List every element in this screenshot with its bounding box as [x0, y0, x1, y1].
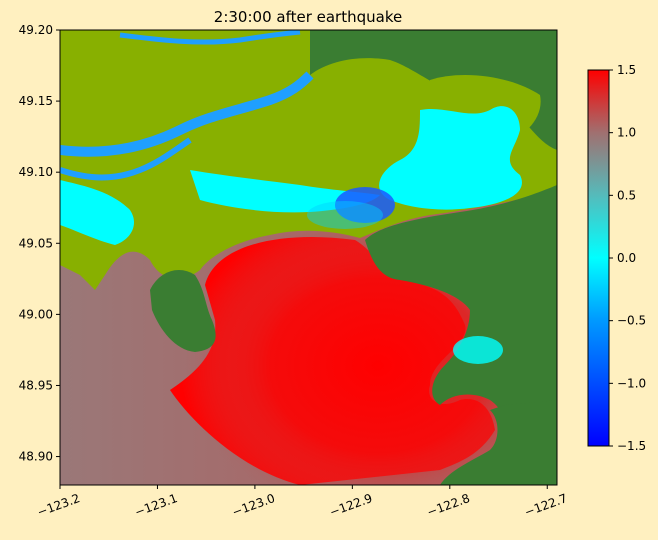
- flooded-delta: [190, 170, 380, 213]
- flooded-east: [379, 106, 522, 210]
- x-tick-label: −123.0: [230, 491, 277, 519]
- plot-frame: [59, 29, 558, 486]
- y-tick-label: 49.00: [19, 307, 53, 321]
- peninsula-point-roberts: [150, 270, 216, 352]
- y-tick-label: 49.20: [19, 23, 53, 37]
- colorbar-gradient: [587, 69, 610, 447]
- x-tick-label: −122.7: [523, 491, 570, 519]
- fraser-river-main: [60, 71, 314, 157]
- coast-south: [440, 400, 557, 485]
- colorbar: −1.5 −1.0 −0.5 0.0 0.5 1.0 1.5: [587, 63, 646, 453]
- x-tick-label: −122.9: [328, 491, 375, 519]
- cyan-spot-se: [453, 336, 503, 364]
- y-tick-label: 49.10: [19, 165, 53, 179]
- colorbar-tick-label: −1.5: [617, 439, 646, 453]
- x-axis: −123.2 −123.1 −123.0 −122.9 −122.8 −122.7: [35, 485, 569, 519]
- colorbar-tick-label: 1.5: [617, 63, 636, 77]
- x-tick-label: −122.8: [425, 491, 472, 519]
- y-tick-label: 49.05: [19, 236, 53, 250]
- chart-title: 2:30:00 after earthquake: [214, 8, 402, 26]
- trough-region: [335, 187, 395, 223]
- fraser-river-north: [119, 30, 301, 45]
- fraser-river-branch: [60, 137, 192, 181]
- colorbar-tick-label: 0.5: [617, 188, 636, 202]
- map-field: [60, 30, 557, 485]
- colorbar-tick-label: 1.0: [617, 126, 636, 140]
- y-tick-label: 48.90: [19, 450, 53, 464]
- y-tick-label: 49.15: [19, 94, 53, 108]
- x-tick-label: −123.1: [133, 491, 180, 519]
- trough-halo: [307, 201, 383, 229]
- upland-east: [310, 30, 557, 485]
- y-tick-label: 48.95: [19, 378, 53, 392]
- colorbar-tick-label: 0.0: [617, 251, 636, 265]
- x-tick-label: −123.2: [35, 491, 82, 519]
- colorbar-ticks: −1.5 −1.0 −0.5 0.0 0.5 1.0 1.5: [609, 63, 646, 453]
- colorbar-tick-label: −0.5: [617, 314, 646, 328]
- flooded-west: [60, 180, 135, 245]
- y-axis: 48.90 48.95 49.00 49.05 49.10 49.15 49.20: [19, 23, 60, 464]
- colorbar-tick-label: −1.0: [617, 376, 646, 390]
